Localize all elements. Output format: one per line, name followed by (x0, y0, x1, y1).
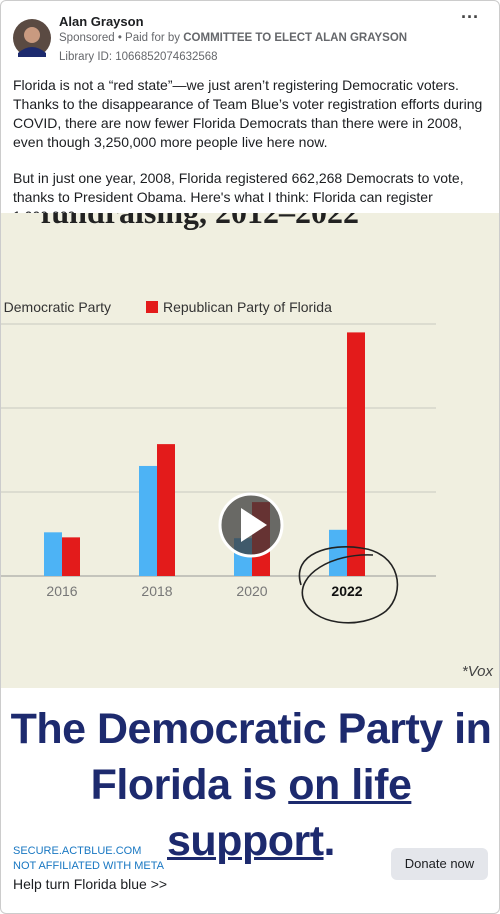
domain[interactable]: SECURE.ACTBLUE.COM (13, 845, 142, 857)
chart-title: fundraising, 2012–2022 (41, 213, 359, 230)
source: *Vox (462, 663, 494, 680)
more-menu[interactable]: ··· (461, 7, 479, 27)
bar (62, 537, 80, 576)
paid-for: Paid for by (125, 32, 181, 44)
library-id: Library ID: 1066852074632568 (59, 51, 218, 63)
bar (139, 465, 157, 576)
sponsored: Sponsored (59, 32, 115, 44)
disclaimer: NOT AFFILIATED WITH META (13, 860, 164, 872)
avatar[interactable] (13, 19, 51, 57)
play-icon (241, 508, 267, 542)
chart-image[interactable]: fundraising, 2012–2022 Democratic Party Re… (1, 213, 500, 688)
legend-label: Republican Party of Florida (163, 299, 332, 315)
body-paragraph: Florida is not a “red state”—we just are… (13, 77, 483, 150)
headline-text: Florida is (90, 761, 289, 809)
x-tick-label: 2016 (46, 583, 77, 599)
caption[interactable]: Help turn Florida blue >> (13, 876, 168, 892)
scribble-circle (298, 546, 399, 624)
advertiser-name[interactable]: Alan Grayson (59, 14, 144, 29)
bar (329, 529, 347, 576)
x-tick-label: 2022 (331, 583, 362, 599)
headline-text: . (323, 817, 336, 865)
legend-label: Democratic Party (4, 299, 111, 315)
bar (157, 444, 175, 576)
headline-line: The Democratic Party in (10, 705, 492, 753)
headline: The Democratic Party in Florida is on li… (1, 701, 499, 869)
headline-underlined: on life support (167, 761, 412, 865)
x-tick-label: 2018 (141, 583, 172, 599)
bar (347, 332, 365, 576)
headline-line: Florida is on life support. (1, 757, 499, 869)
legend-swatch (146, 301, 158, 313)
x-tick-label: 2020 (236, 583, 267, 599)
sponsor: COMMITTEE TO ELECT ALAN GRAYSON (183, 32, 408, 44)
sponsor-line: Sponsored • Paid for by COMMITTEE TO ELE… (59, 32, 408, 44)
bar (44, 532, 62, 576)
donate-button[interactable]: Donate now (391, 848, 488, 880)
